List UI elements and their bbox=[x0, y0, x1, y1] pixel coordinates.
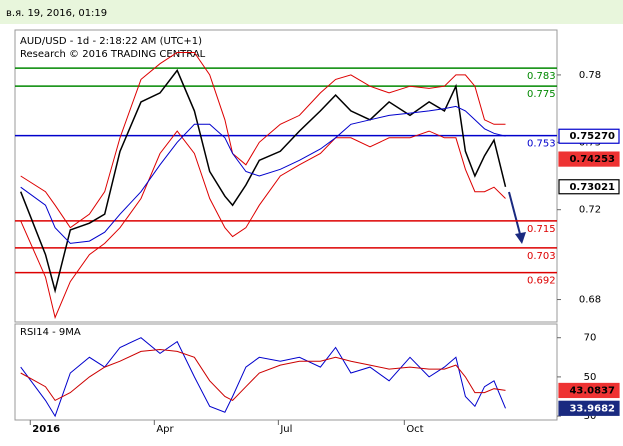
series-line bbox=[20, 130, 506, 320]
series-line bbox=[20, 348, 506, 402]
level-label: 0.715 bbox=[527, 224, 556, 235]
price-tag bbox=[558, 179, 620, 195]
y-tick-label: 0.68 bbox=[579, 295, 601, 306]
series-line bbox=[20, 105, 506, 244]
forecast-arrow bbox=[508, 191, 521, 235]
price-tag-label: 0.74253 bbox=[569, 154, 615, 165]
level-label: 0.775 bbox=[527, 89, 556, 100]
y-tick-label: 0.78 bbox=[579, 70, 601, 81]
rsi-panel bbox=[14, 323, 558, 421]
price-tag-label: 0.73021 bbox=[569, 182, 615, 193]
forecast-arrow-head bbox=[515, 232, 526, 244]
chart-title: AUD/USD - 1d - 2:18:22 AM (UTC+1) bbox=[20, 36, 202, 47]
level-label: 0.692 bbox=[527, 276, 556, 287]
series-line bbox=[20, 337, 506, 418]
price-tag bbox=[558, 128, 620, 144]
top-bar bbox=[0, 0, 623, 24]
level-label: 0.783 bbox=[527, 71, 556, 82]
x-tick-label: Apr bbox=[156, 424, 174, 435]
price-tag bbox=[558, 382, 620, 399]
series-line bbox=[20, 68, 507, 294]
level-label: 0.703 bbox=[527, 251, 556, 262]
chart-subtitle: Research © 2016 TRADING CENTRAL bbox=[20, 49, 206, 60]
x-tick-label: Oct bbox=[406, 424, 423, 435]
price-tag-label: 43.0837 bbox=[569, 385, 615, 396]
price-tag bbox=[558, 400, 620, 416]
price-tag-label: 0.75270 bbox=[569, 131, 615, 142]
x-tick-label: 2016 bbox=[32, 424, 60, 435]
y-tick-label: 70 bbox=[584, 333, 597, 344]
price-tag bbox=[558, 151, 620, 167]
series-line bbox=[20, 52, 506, 229]
rsi-title: RSI14 - 9MA bbox=[20, 327, 81, 338]
price-tag-label: 33.9682 bbox=[569, 403, 615, 414]
y-tick-label: 0.72 bbox=[579, 205, 601, 216]
x-tick-label: Jul bbox=[279, 424, 292, 435]
y-tick-label: 50 bbox=[584, 372, 597, 383]
y-tick-label: 30 bbox=[584, 411, 597, 422]
level-label: 0.753 bbox=[527, 139, 556, 150]
date-label: в.я. 19, 2016, 01:19 bbox=[6, 8, 107, 19]
